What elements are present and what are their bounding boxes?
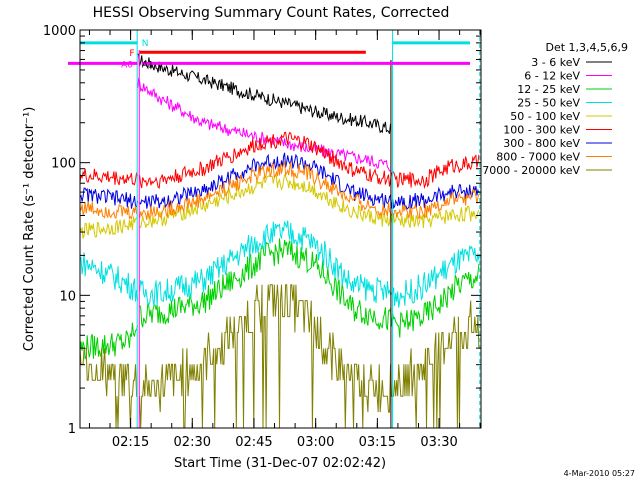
legend-entry: 100 - 300 keV — [503, 124, 580, 137]
legend-entry: 12 - 25 keV — [517, 83, 580, 96]
legend-entry: 800 - 7000 keV — [496, 151, 580, 164]
footer-date: 4-Mar-2010 05:27 — [564, 469, 635, 478]
series-line — [79, 131, 480, 190]
legend-entry: 300 - 800 keV — [503, 137, 580, 150]
y-tick-label: 100 — [51, 157, 76, 172]
series-line — [137, 53, 391, 134]
flag-label: A1 — [142, 60, 154, 70]
legend-entry: 7000 - 20000 keV — [482, 164, 580, 177]
x-tick-label: 03:00 — [297, 435, 334, 450]
x-tick-label: 02:30 — [174, 435, 211, 450]
x-tick-label: 03:30 — [420, 435, 457, 450]
y-axis-label: Corrected Count Rate (s⁻¹ detector⁻¹) — [22, 107, 37, 352]
series-line — [79, 284, 480, 429]
legend-entry: 50 - 100 keV — [510, 110, 580, 123]
x-tick-label: 02:45 — [235, 435, 272, 450]
series-line — [79, 220, 480, 308]
axes-group: 1 10 100 1000 02:15 02:30 02:45 03:00 03:15 03:30 — [43, 24, 481, 450]
legend-entry: 25 - 50 keV — [517, 97, 580, 110]
legend-entry: 6 - 12 keV — [524, 70, 580, 83]
series-line — [79, 174, 480, 239]
y-tick-label: 10 — [59, 289, 76, 304]
flag-label: A0 — [121, 60, 133, 70]
y-tick-label: 1 — [68, 422, 76, 437]
plot-frame — [79, 29, 482, 429]
y-tick-label: 1000 — [43, 24, 76, 39]
series-group — [79, 53, 480, 429]
legend-title: Det 1,3,4,5,6,9 — [545, 41, 628, 54]
x-tick-label: 02:15 — [112, 435, 149, 450]
series-line — [137, 77, 391, 172]
chart-title: HESSI Observing Summary Count Rates, Cor… — [93, 5, 450, 21]
series-line — [79, 238, 480, 360]
legend-entry: 3 - 6 keV — [531, 56, 580, 69]
series-line — [79, 152, 480, 210]
x-axis-label: Start Time (31-Dec-07 02:02:42) — [174, 456, 386, 471]
series-line — [79, 161, 480, 221]
flag-label: N — [142, 39, 149, 49]
x-tick-label: 03:15 — [359, 435, 396, 450]
flag-label: F — [129, 49, 134, 59]
